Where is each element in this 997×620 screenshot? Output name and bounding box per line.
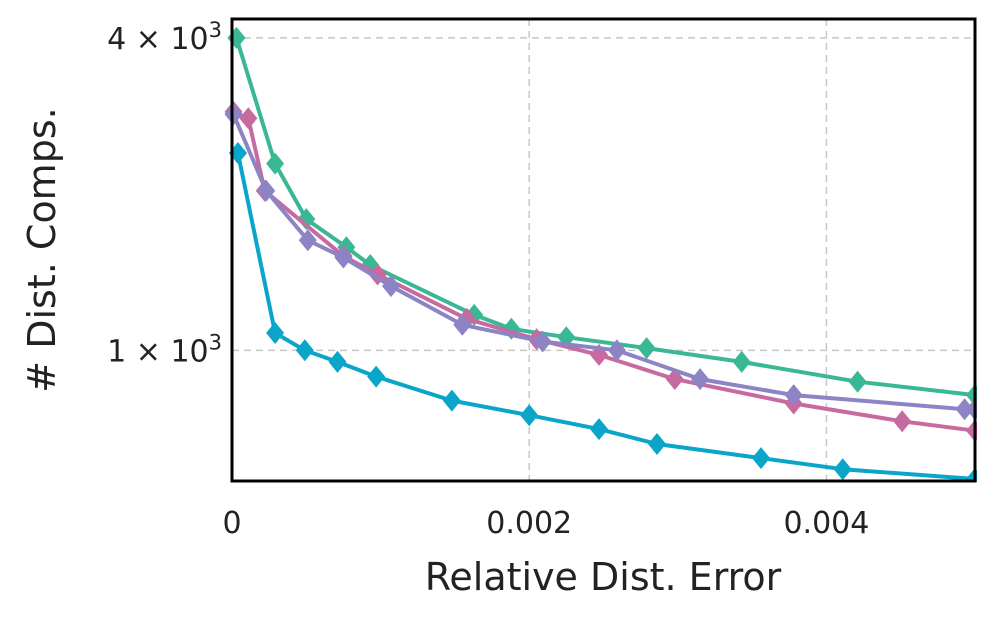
- data-point-marker: [533, 330, 552, 353]
- data-point-marker: [732, 350, 751, 373]
- series-3: [224, 103, 977, 421]
- data-point-marker: [334, 246, 353, 269]
- plot-frame: [230, 17, 977, 483]
- series-line: [234, 37, 976, 398]
- data-point-marker: [367, 365, 386, 388]
- data-point-marker: [637, 337, 656, 360]
- grid: [232, 19, 975, 481]
- data-point-marker: [382, 275, 400, 298]
- data-point-marker: [691, 368, 710, 391]
- data-point-marker: [784, 384, 803, 407]
- series-layer: [224, 26, 977, 482]
- data-point-marker: [453, 313, 472, 336]
- data-point-marker: [893, 410, 912, 433]
- x-tick-label: 0.004: [783, 506, 869, 541]
- data-point-marker: [752, 447, 770, 470]
- data-point-marker: [328, 350, 347, 373]
- data-point-marker: [295, 339, 314, 362]
- y-axis-label: # Dist. Comps.: [20, 107, 64, 392]
- data-point-marker: [848, 370, 867, 393]
- series-4: [228, 142, 977, 482]
- data-point-marker: [266, 322, 285, 344]
- data-point-marker: [520, 404, 539, 427]
- data-point-marker: [955, 398, 974, 421]
- data-point-marker: [442, 389, 461, 412]
- data-point-marker: [266, 152, 285, 175]
- data-point-marker: [607, 339, 626, 362]
- x-tick-label: 0: [222, 506, 241, 541]
- data-point-marker: [648, 433, 666, 455]
- series-line: [231, 113, 975, 412]
- data-point-marker: [227, 26, 246, 49]
- data-point-marker: [337, 236, 356, 259]
- data-point-marker: [833, 458, 852, 481]
- data-point-marker: [239, 107, 258, 130]
- data-point-marker: [590, 418, 609, 441]
- x-axis-label: Relative Dist. Error: [425, 555, 782, 599]
- x-tick-label: 0.002: [486, 506, 572, 541]
- series-2: [224, 100, 977, 442]
- y-tick-label: 1 × 103: [107, 330, 222, 369]
- data-point-marker: [298, 229, 317, 252]
- y-tick-label: 4 × 103: [107, 18, 222, 57]
- data-point-marker: [297, 208, 316, 231]
- data-point-marker: [257, 179, 276, 202]
- axis-ticks: 0 0.002 0.004 4 × 103 1 × 103: [107, 18, 869, 541]
